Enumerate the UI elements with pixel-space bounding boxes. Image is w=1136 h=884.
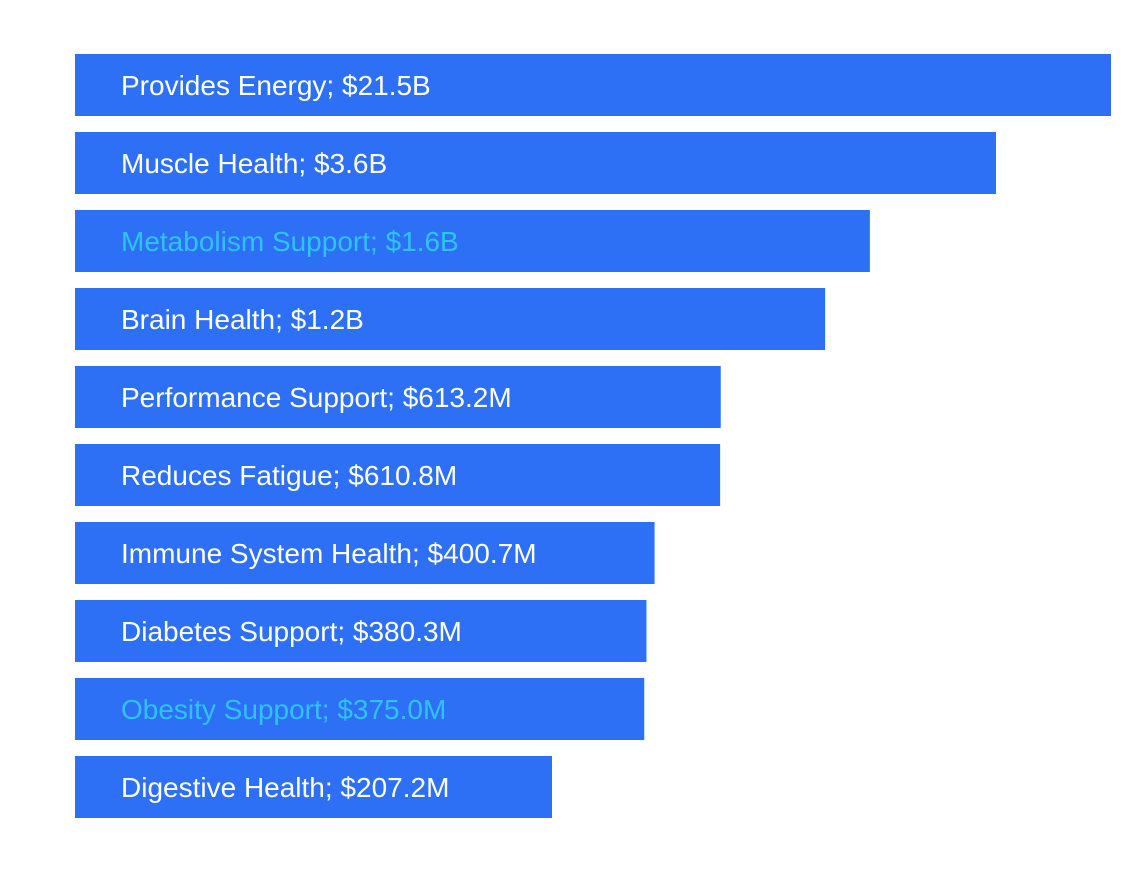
bar-reduces-fatigue [75,444,721,506]
data-label-metabolism-support: Metabolism Support; $1.6B [121,226,459,257]
data-label-immune-system-health: Immune System Health; $400.7M [121,538,537,569]
bar-performance-support [75,366,721,428]
bar-digestive-health [75,756,552,818]
bar-brain-health [75,288,826,350]
bar-muscle-health [75,132,996,194]
bar-diabetes-support [75,600,647,662]
bar-immune-system-health [75,522,655,584]
labels-group: Provides Energy; $21.5B Muscle Health; $3… [121,70,537,803]
data-label-provides-energy: Provides Energy; $21.5B [121,70,431,101]
data-label-diabetes-support: Diabetes Support; $380.3M [121,616,462,647]
bar-provides-energy [75,54,1111,116]
data-label-digestive-health: Digestive Health; $207.2M [121,772,449,803]
bar-obesity-support [75,678,645,740]
data-label-reduces-fatigue: Reduces Fatigue; $610.8M [121,460,457,491]
data-label-muscle-health: Muscle Health; $3.6B [121,148,387,179]
data-label-obesity-support: Obesity Support; $375.0M [121,694,446,725]
data-label-brain-health: Brain Health; $1.2B [121,304,364,335]
data-label-performance-support: Performance Support; $613.2M [121,382,512,413]
bar-metabolism-support [75,210,870,272]
bars-group [75,54,1111,818]
